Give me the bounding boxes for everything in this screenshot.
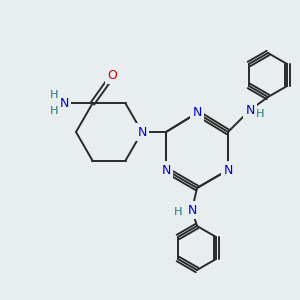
Text: H: H <box>174 207 182 217</box>
Text: H: H <box>50 90 59 100</box>
Text: N: N <box>223 164 233 176</box>
Text: N: N <box>245 103 255 116</box>
Text: H: H <box>50 106 59 116</box>
Text: N: N <box>187 203 197 217</box>
Text: N: N <box>60 97 69 110</box>
Text: H: H <box>174 207 182 217</box>
Text: N: N <box>137 125 147 139</box>
Text: N: N <box>245 103 255 116</box>
Text: H: H <box>256 109 264 119</box>
Text: O: O <box>108 69 117 82</box>
Text: O: O <box>108 69 117 82</box>
Text: N: N <box>137 125 147 139</box>
Text: H: H <box>50 106 59 116</box>
Text: N: N <box>161 164 171 176</box>
Text: N: N <box>192 106 202 119</box>
Text: N: N <box>187 203 197 217</box>
Text: N: N <box>161 164 171 176</box>
Text: H: H <box>50 90 59 100</box>
Text: N: N <box>192 106 202 119</box>
Text: N: N <box>60 97 69 110</box>
Text: H: H <box>256 109 264 119</box>
Text: N: N <box>223 164 233 176</box>
